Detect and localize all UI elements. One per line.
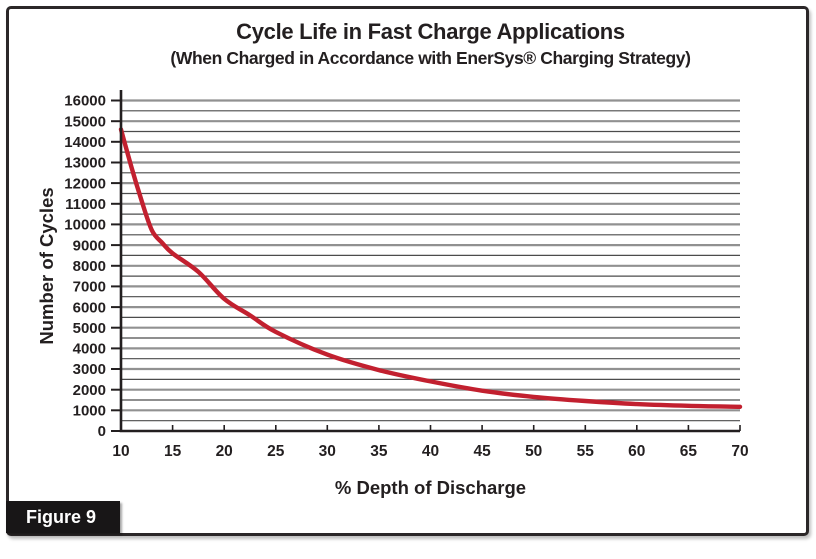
x-tick-label: 40 <box>422 443 439 460</box>
x-tick-label: 25 <box>267 443 285 460</box>
y-tick-label: 7000 <box>73 279 106 296</box>
chart-subtitle: (When Charged in Accordance with EnerSys… <box>170 48 691 68</box>
y-tick-label: 12000 <box>64 175 106 192</box>
x-axis-label: % Depth of Discharge <box>334 477 527 498</box>
x-tick-label: 55 <box>577 443 595 460</box>
chart-title: Cycle Life in Fast Charge Applications <box>236 19 625 44</box>
chart-header: Cycle Life in Fast Charge Applications (… <box>121 19 740 69</box>
y-tick-label: 1000 <box>73 403 106 420</box>
x-tick-label: 50 <box>525 443 542 460</box>
figure-label-badge: Figure 9 <box>6 501 120 533</box>
y-tick-label: 5000 <box>73 320 106 337</box>
x-tick-label: 70 <box>731 443 748 460</box>
figure-label: Figure 9 <box>26 507 97 527</box>
y-tick-label: 4000 <box>73 341 106 358</box>
x-tick-label: 45 <box>473 443 491 460</box>
x-tick-label: 35 <box>370 443 388 460</box>
y-tick-label: 0 <box>98 423 106 440</box>
y-tick-label: 16000 <box>64 93 106 110</box>
x-tick-label: 65 <box>680 443 698 460</box>
y-tick-label: 9000 <box>73 237 106 254</box>
cycle-life-curve <box>118 127 743 409</box>
y-tick-label: 10000 <box>64 217 106 234</box>
y-tick-label: 2000 <box>73 382 106 399</box>
x-tick-label: 60 <box>628 443 645 460</box>
y-tick-label: 14000 <box>64 134 106 151</box>
y-tick-label: 13000 <box>64 155 106 172</box>
chart-frame <box>6 6 809 536</box>
y-tick-label: 3000 <box>73 361 106 378</box>
x-tick-label: 10 <box>112 443 129 460</box>
x-tick-label: 30 <box>319 443 336 460</box>
y-tick-label: 8000 <box>73 258 106 275</box>
y-tick-label: 11000 <box>65 196 106 213</box>
x-tick-label: 20 <box>216 443 233 460</box>
y-tick-label: 6000 <box>73 299 106 316</box>
y-tick-label: 15000 <box>64 113 106 130</box>
x-tick-label: 15 <box>164 443 182 460</box>
